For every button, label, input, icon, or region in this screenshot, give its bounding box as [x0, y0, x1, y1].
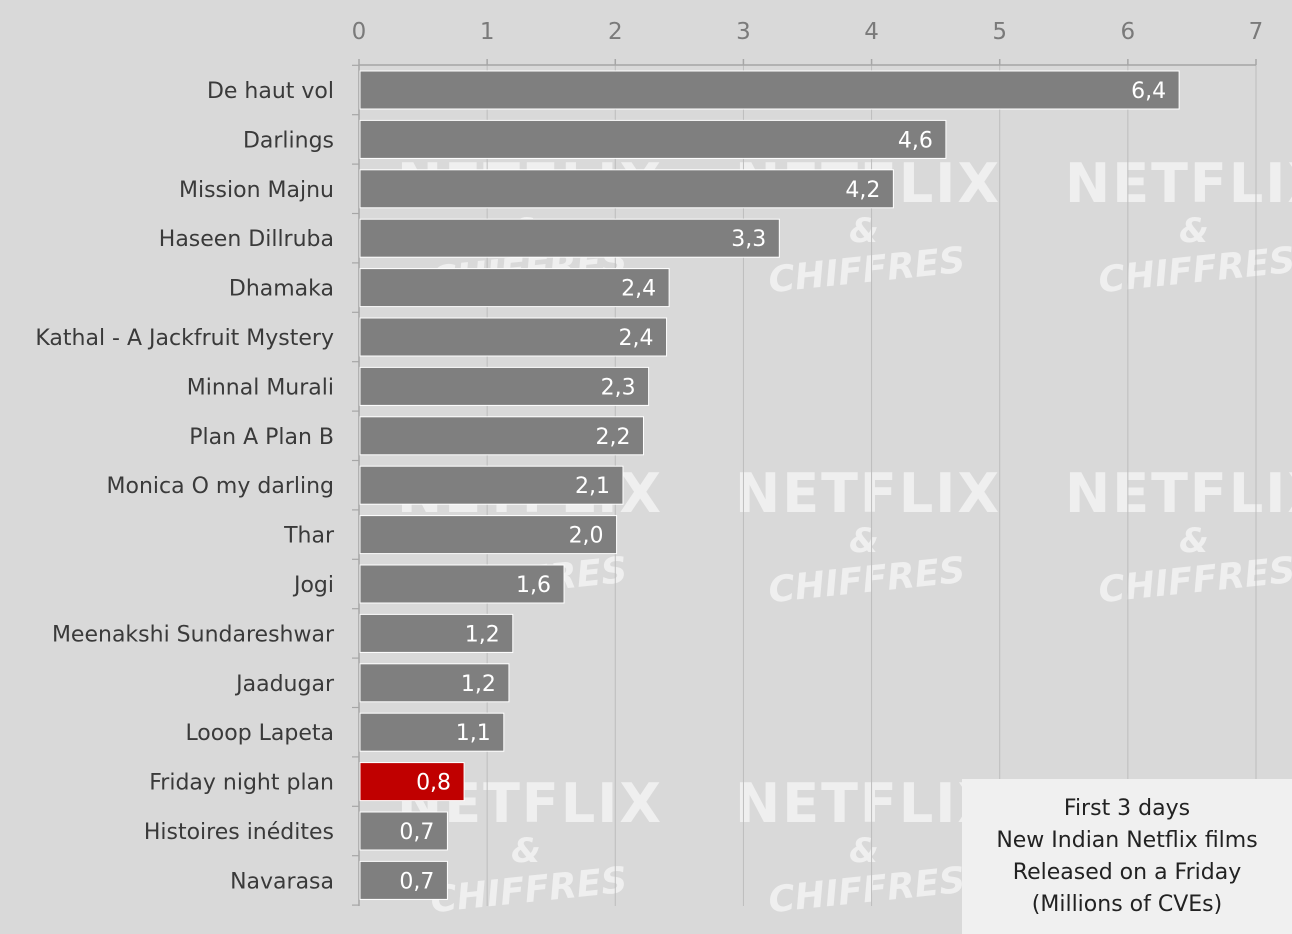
- bar-highlight: [359, 762, 465, 802]
- watermark-brand: NETFLIX: [1065, 462, 1292, 525]
- category-label: Minnal Murali: [187, 375, 334, 400]
- bar: [359, 613, 514, 653]
- category-label: Dhamaka: [229, 277, 334, 302]
- category-label: Plan A Plan B: [189, 425, 334, 450]
- title-line-4: (Millions of CVEs): [1031, 891, 1223, 917]
- x-tick-label: 7: [1249, 19, 1264, 45]
- bar-value-label: 2,0: [569, 524, 604, 549]
- x-tick-label: 5: [992, 19, 1007, 45]
- category-label: Darlings: [243, 128, 334, 153]
- bar: [359, 564, 565, 604]
- title-line-2: New Indian Netflix films: [996, 827, 1258, 853]
- bar: [359, 465, 624, 505]
- watermark-sub: CHIFFRES: [767, 240, 968, 301]
- bar-value-label: 6,4: [1131, 79, 1166, 104]
- bar: [359, 70, 1180, 110]
- category-label: Jogi: [292, 573, 334, 598]
- bar: [359, 119, 947, 159]
- bar: [359, 416, 644, 456]
- bar-value-label: 3,3: [731, 227, 766, 252]
- bar-value-label: 2,2: [595, 425, 630, 450]
- bar: [359, 663, 510, 703]
- bar: [359, 860, 448, 900]
- watermark-amp: &: [849, 831, 879, 871]
- category-label: Looop Lapeta: [185, 721, 334, 746]
- category-label: Mission Majnu: [179, 178, 334, 203]
- bar: [359, 366, 650, 406]
- bar: [359, 712, 505, 752]
- category-label: Kathal - A Jackfruit Mystery: [35, 326, 334, 351]
- category-label: Thar: [283, 524, 335, 549]
- watermark-amp: &: [1179, 211, 1209, 251]
- x-tick-label: 2: [608, 19, 623, 45]
- title-line-1: First 3 days: [1063, 795, 1191, 821]
- title-line-3: Released on a Friday: [1012, 859, 1242, 885]
- category-label: Meenakshi Sundareshwar: [52, 622, 335, 647]
- watermark: NETFLIX&CHIFFRES: [735, 462, 1001, 611]
- bar-value-label: 4,2: [845, 178, 880, 203]
- bar: [359, 218, 780, 258]
- watermark: NETFLIX&CHIFFRES: [1065, 462, 1292, 611]
- watermark-brand: NETFLIX: [735, 772, 1001, 835]
- x-tick-label: 1: [480, 19, 495, 45]
- y-ticks: [352, 64, 359, 906]
- bar: [359, 811, 448, 851]
- bar-value-label: 0,8: [416, 771, 451, 796]
- watermark-brand: NETFLIX: [1065, 152, 1292, 215]
- watermark-sub: CHIFFRES: [429, 860, 630, 921]
- watermark: NETFLIX&CHIFFRES: [735, 772, 1001, 921]
- watermark-amp: &: [511, 831, 541, 871]
- bar-value-label: 1,2: [461, 672, 496, 697]
- x-tick-labels: 0 1 2 3 4 5 6 7: [352, 19, 1264, 65]
- watermark-amp: &: [1179, 521, 1209, 561]
- category-label: Monica O my darling: [107, 474, 334, 499]
- category-label: Friday night plan: [149, 771, 334, 796]
- category-label: De haut vol: [207, 79, 334, 104]
- bar-value-label: 2,3: [601, 375, 636, 400]
- category-label: Haseen Dillruba: [159, 227, 334, 252]
- watermark-sub: CHIFFRES: [767, 860, 968, 921]
- bar: [359, 515, 618, 555]
- category-label: Histoires inédites: [144, 820, 334, 845]
- x-tick-label: 3: [736, 19, 751, 45]
- watermark-amp: &: [849, 521, 879, 561]
- watermark-brand: NETFLIX: [735, 462, 1001, 525]
- category-label: Jaadugar: [234, 672, 335, 697]
- watermark: NETFLIX&CHIFFRES: [1065, 152, 1292, 301]
- bar-value-label: 0,7: [399, 869, 434, 894]
- x-tick-label: 6: [1121, 19, 1136, 45]
- bar: [359, 169, 894, 209]
- bar-value-label: 1,2: [465, 622, 500, 647]
- bar: [359, 317, 668, 357]
- category-label: Navarasa: [230, 869, 334, 894]
- bar-value-label: 1,6: [516, 573, 551, 598]
- bars: 6,4 De haut vol 4,6 Darlings 4,2 Mission Majn…: [35, 70, 1180, 900]
- bar-value-label: 2,4: [621, 277, 656, 302]
- chart-title-box: First 3 days New Indian Netflix films Re…: [962, 779, 1292, 934]
- bar-value-label: 2,4: [619, 326, 654, 351]
- x-tick-label: 4: [864, 19, 879, 45]
- watermark-sub: CHIFFRES: [767, 550, 968, 611]
- bar-value-label: 1,1: [456, 721, 491, 746]
- bar-value-label: 4,6: [898, 128, 933, 153]
- bar-value-label: 2,1: [575, 474, 610, 499]
- bar-value-label: 0,7: [399, 820, 434, 845]
- watermark-amp: &: [849, 211, 879, 251]
- x-tick-label: 0: [352, 19, 367, 45]
- bar: [359, 268, 670, 308]
